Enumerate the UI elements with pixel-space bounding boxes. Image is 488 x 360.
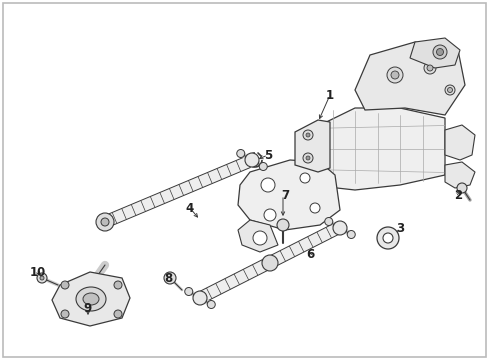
- Circle shape: [423, 62, 435, 74]
- Text: 4: 4: [185, 202, 194, 215]
- Polygon shape: [444, 162, 474, 188]
- Polygon shape: [238, 220, 278, 252]
- Text: 10: 10: [30, 266, 46, 279]
- Polygon shape: [197, 222, 340, 303]
- Text: 3: 3: [395, 221, 403, 234]
- Ellipse shape: [83, 293, 99, 305]
- Polygon shape: [102, 157, 250, 228]
- Polygon shape: [294, 120, 329, 172]
- Circle shape: [207, 301, 215, 309]
- Circle shape: [264, 209, 275, 221]
- Text: 8: 8: [163, 271, 172, 284]
- Text: 2: 2: [453, 189, 461, 202]
- Circle shape: [244, 153, 259, 167]
- Text: 5: 5: [264, 149, 271, 162]
- Ellipse shape: [76, 287, 106, 311]
- Circle shape: [432, 45, 446, 59]
- Circle shape: [61, 310, 69, 318]
- Circle shape: [303, 130, 312, 140]
- Circle shape: [252, 231, 266, 245]
- Polygon shape: [409, 38, 459, 68]
- Circle shape: [382, 233, 392, 243]
- Circle shape: [101, 218, 109, 226]
- Circle shape: [305, 156, 309, 160]
- Circle shape: [386, 67, 402, 83]
- Circle shape: [163, 272, 176, 284]
- Circle shape: [309, 203, 319, 213]
- Circle shape: [324, 217, 332, 225]
- Circle shape: [456, 183, 466, 193]
- Circle shape: [426, 65, 432, 71]
- Circle shape: [332, 221, 346, 235]
- Circle shape: [37, 273, 47, 283]
- Circle shape: [262, 255, 278, 271]
- Text: 1: 1: [325, 89, 333, 102]
- Circle shape: [61, 281, 69, 289]
- Circle shape: [236, 149, 244, 158]
- Polygon shape: [354, 42, 464, 115]
- Text: 7: 7: [281, 189, 288, 202]
- Circle shape: [96, 213, 114, 231]
- Circle shape: [193, 291, 206, 305]
- Circle shape: [303, 153, 312, 163]
- Circle shape: [259, 162, 267, 171]
- Circle shape: [114, 281, 122, 289]
- Polygon shape: [238, 160, 339, 230]
- Circle shape: [346, 230, 354, 239]
- Polygon shape: [52, 272, 130, 326]
- Circle shape: [40, 276, 44, 280]
- Polygon shape: [309, 108, 444, 190]
- Text: 6: 6: [305, 248, 313, 261]
- Circle shape: [436, 49, 443, 55]
- Circle shape: [376, 227, 398, 249]
- Circle shape: [299, 173, 309, 183]
- Circle shape: [114, 310, 122, 318]
- Circle shape: [184, 288, 192, 296]
- Circle shape: [447, 87, 451, 93]
- Circle shape: [261, 178, 274, 192]
- Circle shape: [390, 71, 398, 79]
- Circle shape: [305, 133, 309, 137]
- Circle shape: [444, 85, 454, 95]
- Circle shape: [276, 219, 288, 231]
- Text: 9: 9: [84, 302, 92, 315]
- Polygon shape: [444, 125, 474, 160]
